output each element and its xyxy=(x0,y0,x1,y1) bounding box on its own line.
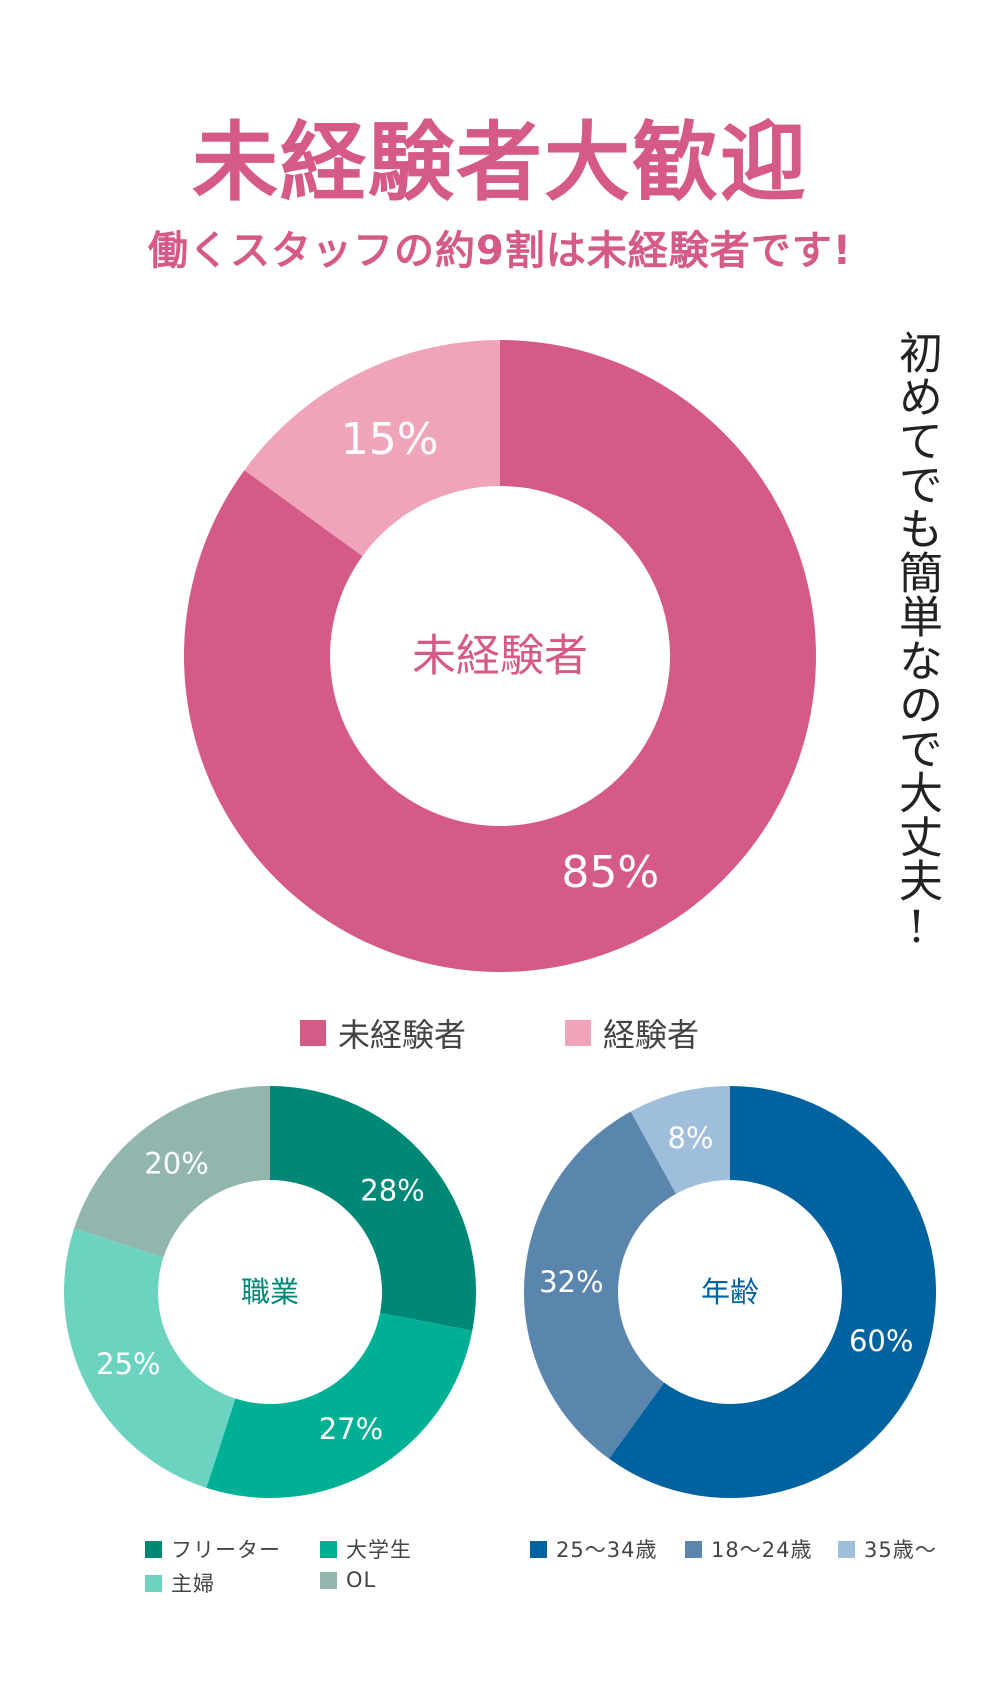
legend-swatch xyxy=(838,1540,855,1558)
slice-value-label-2-2: 8% xyxy=(667,1121,713,1155)
slice-value-label-2-1: 32% xyxy=(539,1265,603,1299)
slice-0-0 xyxy=(183,340,817,972)
legend-label: フリーター xyxy=(171,1538,281,1562)
slice-value-label-0-1: 15% xyxy=(341,414,439,465)
legend-swatch xyxy=(145,1540,162,1558)
page-subtitle: 働くスタッフの約9割は未経験者です! xyxy=(147,228,853,274)
legend-label: OL xyxy=(346,1568,377,1592)
legend-item-1-0: フリーター xyxy=(145,1534,281,1564)
legend-item-2-1: 18〜24歳 xyxy=(685,1534,812,1564)
slice-1-1 xyxy=(206,1312,473,1498)
slice-2-2 xyxy=(630,1086,730,1194)
legend-swatch xyxy=(565,1020,591,1046)
legend-label: 未経験者 xyxy=(338,1016,467,1054)
legend-swatch xyxy=(300,1020,326,1046)
slice-value-label-1-3: 20% xyxy=(144,1146,208,1180)
slice-2-1 xyxy=(523,1111,677,1459)
legend-label: 大学生 xyxy=(346,1538,412,1562)
legend-swatch xyxy=(685,1540,702,1558)
slice-1-3 xyxy=(74,1086,270,1258)
legend-item-1-2: 主婦 xyxy=(145,1568,215,1598)
legend-swatch xyxy=(320,1540,337,1558)
legend-label: 経験者 xyxy=(603,1016,700,1054)
slice-value-label-1-0: 28% xyxy=(360,1174,424,1208)
experience-donut-chart: 85% 15% 未経験者 xyxy=(183,340,817,972)
legend-swatch xyxy=(145,1574,162,1592)
legend-label: 25〜34歳 xyxy=(556,1538,658,1562)
legend-swatch xyxy=(530,1540,547,1558)
legend-item-1-1: 大学生 xyxy=(320,1534,412,1564)
side-note: 初めてでも簡単なので大丈夫! xyxy=(891,330,942,953)
legend-item-0-0: 未経験者 xyxy=(300,1010,466,1056)
donut-center-label-1: 職業 xyxy=(241,1275,299,1309)
slice-1-0 xyxy=(270,1086,476,1331)
legend-label: 18〜24歳 xyxy=(711,1538,813,1562)
legend-label: 35歳〜 xyxy=(864,1538,937,1562)
donut-center-label-0: 未経験者 xyxy=(412,631,588,682)
slice-value-label-1-2: 25% xyxy=(96,1347,160,1381)
slice-value-label-0-0: 85% xyxy=(561,847,659,898)
legend-item-1-3: OL xyxy=(320,1568,376,1592)
donut-center-label-2: 年齢 xyxy=(701,1275,759,1309)
legend-label: 主婦 xyxy=(171,1572,215,1596)
legend-item-2-2: 35歳〜 xyxy=(838,1534,937,1564)
page-title: 未経験者大歓迎 xyxy=(192,113,808,213)
slice-0-1 xyxy=(244,340,500,557)
slice-value-label-2-0: 60% xyxy=(849,1324,913,1358)
legend-swatch xyxy=(320,1571,337,1589)
slice-value-label-1-1: 27% xyxy=(319,1412,383,1446)
occupation-donut-chart: 28% 27% 25% 20% 職業 xyxy=(63,1086,476,1498)
age-donut-chart: 60% 32% 8% 年齢 xyxy=(523,1086,936,1498)
slice-2-0 xyxy=(608,1086,936,1498)
legend-item-0-1: 経験者 xyxy=(565,1010,699,1056)
legend-item-2-0: 25〜34歳 xyxy=(530,1534,657,1564)
slice-1-2 xyxy=(63,1228,236,1488)
